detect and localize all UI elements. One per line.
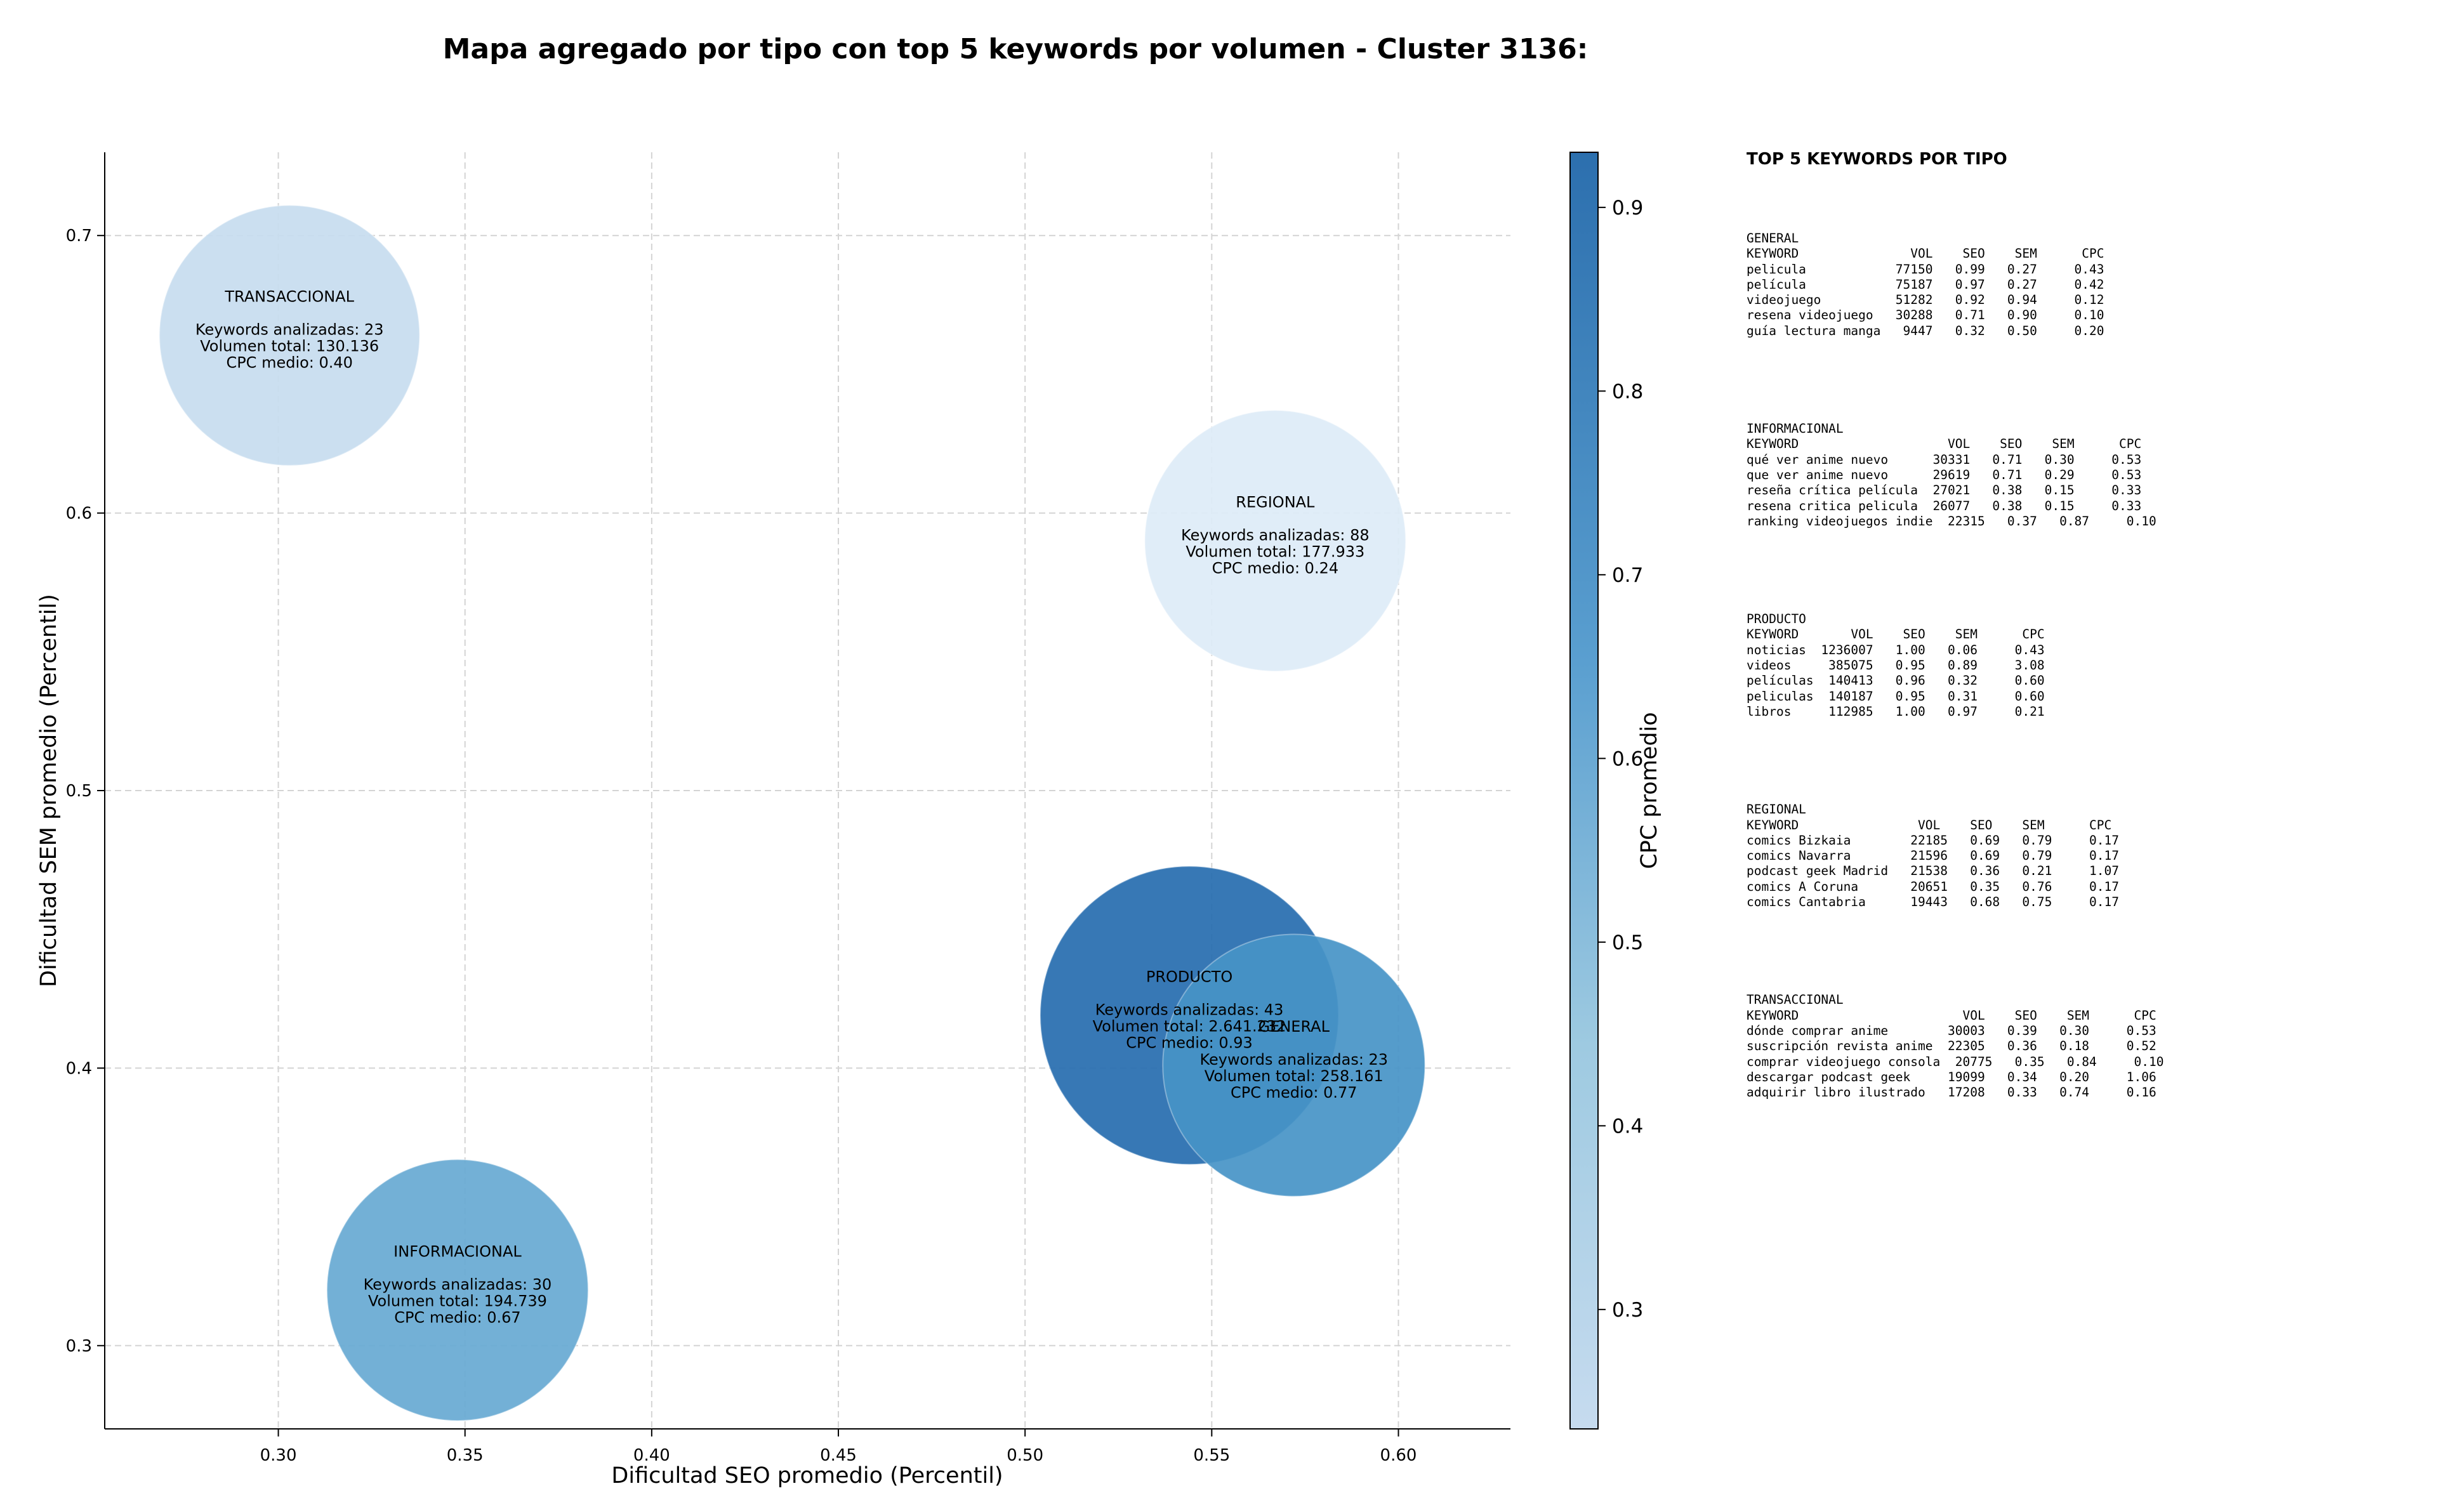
keyword-table-row: peliculas 140187 0.95 0.31 0.60: [1747, 688, 2045, 704]
keyword-table-informacional: INFORMACIONAL KEYWORD VOL SEO SEM CPC qué …: [1747, 421, 2381, 529]
bubble-volume-label: Volumen total: 258.161: [1205, 1067, 1384, 1085]
bubble-keywords-label: Keywords analizadas: 43: [1095, 1001, 1284, 1018]
keyword-table-row: ranking videojuegos indie 22315 0.37 0.8…: [1747, 513, 2156, 529]
colorbar-tick-label: 0.4: [1612, 1115, 1643, 1138]
bubble-keywords-label: Keywords analizadas: 23: [1199, 1051, 1388, 1068]
bubble-type-label: PRODUCTO: [1146, 968, 1232, 985]
panel-title: TOP 5 KEYWORDS POR TIPO: [1747, 150, 2007, 169]
x-tick-label: 0.40: [633, 1446, 670, 1465]
bubble-keywords-label: Keywords analizadas: 88: [1181, 526, 1370, 544]
keyword-table-row: películas 140413 0.96 0.32 0.60: [1747, 673, 2045, 688]
keyword-table-regional: REGIONAL KEYWORD VOL SEO SEM CPC comics Bi…: [1747, 802, 2381, 910]
bubble-informacional: [326, 1159, 589, 1422]
keyword-table-producto: PRODUCTO KEYWORD VOL SEO SEM CPC noticias …: [1747, 612, 2381, 720]
y-tick-label: 0.3: [66, 1337, 92, 1356]
y-tick-label: 0.7: [66, 227, 92, 246]
colorbar-tick-label: 0.7: [1612, 564, 1643, 587]
keyword-table-row: comics Bizkaia 22185 0.69 0.79 0.17: [1747, 832, 2119, 848]
colorbar-gradient: [1569, 152, 1599, 1430]
bubble-cpc-label: CPC medio: 0.67: [394, 1308, 521, 1326]
bubble-cpc-label: CPC medio: 0.24: [1212, 559, 1339, 577]
colorbar-tick-label: 0.6: [1612, 747, 1643, 770]
keyword-table-header-row: KEYWORD VOL SEO SEM CPC: [1747, 627, 2045, 642]
y-tick-label: 0.6: [66, 504, 92, 523]
bubble-type-label: REGIONAL: [1236, 493, 1315, 511]
x-tick-label: 0.55: [1193, 1446, 1230, 1465]
keyword-table-row: videos 385075 0.95 0.89 3.08: [1747, 658, 2045, 673]
colorbar-tick-label: 0.5: [1612, 931, 1643, 954]
keyword-table-row: noticias 1236007 1.00 0.06 0.43: [1747, 642, 2045, 657]
keyword-table-row: reseña crítica película 27021 0.38 0.15 …: [1747, 483, 2142, 498]
keyword-table-header-row: KEYWORD VOL SEO SEM CPC: [1747, 437, 2142, 452]
x-tick-label: 0.35: [447, 1446, 484, 1465]
keyword-table-header-row: KEYWORD VOL SEO SEM CPC: [1747, 817, 2112, 832]
keyword-table-heading: PRODUCTO: [1747, 612, 1806, 627]
y-tick-label: 0.5: [66, 782, 92, 801]
keyword-table-row: comics A Coruna 20651 0.35 0.76 0.17: [1747, 879, 2119, 894]
keyword-table-row: comprar videojuego consola 20775 0.35 0.…: [1747, 1054, 2164, 1069]
keyword-table-row: adquirir libro ilustrado 17208 0.33 0.74…: [1747, 1085, 2156, 1100]
bubble-keywords-label: Keywords analizadas: 30: [364, 1275, 552, 1293]
bubble-cpc-label: CPC medio: 0.77: [1231, 1084, 1357, 1101]
top-keywords-panel: TOP 5 KEYWORDS POR TIPO GENERAL KEYWORD V…: [1747, 150, 2381, 1183]
chart-title: Mapa agregado por tipo con top 5 keyword…: [442, 33, 1588, 65]
keyword-table-row: comics Navarra 21596 0.69 0.79 0.17: [1747, 848, 2119, 864]
keyword-table-header-row: KEYWORD VOL SEO SEM CPC: [1747, 246, 2104, 261]
keyword-table-row: película 75187 0.97 0.27 0.42: [1747, 277, 2104, 292]
keyword-table-row: descargar podcast geek 19099 0.34 0.20 1…: [1747, 1069, 2156, 1084]
y-axis-label: Dificultad SEM promedio (Percentil): [36, 594, 62, 987]
keyword-table-row: que ver anime nuevo 29619 0.71 0.29 0.53: [1747, 467, 2142, 482]
colorbar-tick-label: 0.8: [1612, 380, 1643, 403]
keyword-table-row: videojuego 51282 0.92 0.94 0.12: [1747, 293, 2104, 308]
bubble-transaccional: [159, 204, 421, 466]
x-tick-label: 0.30: [260, 1446, 297, 1465]
bubble-volume-label: Volumen total: 177.933: [1185, 542, 1364, 560]
bubble-type-label: TRANSACCIONAL: [224, 288, 354, 306]
keyword-table-transaccional: TRANSACCIONAL KEYWORD VOL SEO SEM CPC dónd…: [1747, 992, 2381, 1100]
bubble-volume-label: Volumen total: 194.739: [368, 1292, 547, 1310]
bubble-cpc-label: CPC medio: 0.93: [1126, 1034, 1253, 1051]
bubble-volume-label: Volumen total: 2.641.232: [1093, 1017, 1286, 1035]
keyword-table-heading: TRANSACCIONAL: [1747, 992, 1844, 1008]
keyword-table-row: suscripción revista anime 22305 0.36 0.1…: [1747, 1039, 2156, 1054]
y-tick-label: 0.4: [66, 1059, 92, 1078]
colorbar-tick-label: 0.3: [1612, 1299, 1643, 1322]
keyword-table-row: podcast geek Madrid 21538 0.36 0.21 1.07: [1747, 864, 2119, 879]
colorbar-tick-label: 0.9: [1612, 197, 1643, 220]
bubble-regional: [1144, 409, 1406, 672]
bubble-volume-label: Volumen total: 130.136: [200, 338, 379, 355]
bubble-type-label: GENERAL: [1258, 1018, 1330, 1035]
bubble-type-label: INFORMACIONAL: [393, 1242, 522, 1260]
keyword-table-general: GENERAL KEYWORD VOL SEO SEM CPC pelicula 7…: [1747, 231, 2381, 339]
grid-lines: [105, 152, 1510, 1429]
colorbar-label: CPC promedio: [1637, 712, 1662, 869]
x-tick-label: 0.45: [820, 1446, 857, 1465]
keyword-table-row: dónde comprar anime 30003 0.39 0.30 0.53: [1747, 1023, 2156, 1038]
x-tick-label: 0.60: [1380, 1446, 1417, 1465]
keyword-table-header-row: KEYWORD VOL SEO SEM CPC: [1747, 1008, 2156, 1023]
keyword-table-row: libros 112985 1.00 0.97 0.21: [1747, 704, 2045, 719]
bubble-keywords-label: Keywords analizadas: 23: [195, 321, 384, 339]
keyword-table-row: guía lectura manga 9447 0.32 0.50 0.20: [1747, 323, 2104, 338]
x-tick-label: 0.50: [1007, 1446, 1043, 1465]
keyword-table-heading: INFORMACIONAL: [1747, 421, 1844, 437]
keyword-table-heading: GENERAL: [1747, 231, 1799, 246]
keyword-table-row: pelicula 77150 0.99 0.27 0.43: [1747, 261, 2104, 277]
keyword-table-heading: REGIONAL: [1747, 802, 1806, 817]
keyword-table-row: qué ver anime nuevo 30331 0.71 0.30 0.53: [1747, 452, 2142, 467]
bubble-cpc-label: CPC medio: 0.40: [226, 354, 353, 372]
keyword-table-row: comics Cantabria 19443 0.68 0.75 0.17: [1747, 895, 2119, 910]
colorbar: CPC promedio 0.3 0.4 0.5 0.6 0.7 0.8 0.9: [1569, 152, 1662, 1430]
keyword-table-row: resena critica pelicula 26077 0.38 0.15 …: [1747, 498, 2142, 513]
x-axis-label: Dificultad SEO promedio (Percentil): [611, 1463, 1003, 1489]
keyword-table-row: resena videojuego 30288 0.71 0.90 0.10: [1747, 308, 2104, 323]
axes: Dificultad SEO promedio (Percentil) Difi…: [36, 152, 1510, 1489]
bubble-general: [1162, 933, 1426, 1197]
